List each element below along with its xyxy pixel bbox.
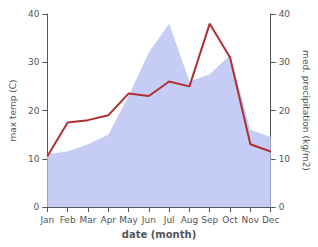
- svg-text:Apr: Apr: [100, 215, 116, 225]
- svg-text:Nov: Nov: [242, 215, 260, 225]
- svg-text:0: 0: [279, 202, 285, 212]
- svg-text:Feb: Feb: [60, 215, 76, 225]
- svg-text:30: 30: [28, 57, 40, 67]
- svg-text:40: 40: [28, 9, 40, 19]
- svg-text:30: 30: [279, 57, 291, 67]
- svg-text:0: 0: [34, 202, 40, 212]
- svg-text:10: 10: [28, 154, 40, 164]
- svg-text:40: 40: [279, 9, 291, 19]
- svg-text:med. precipitation (kg/m2): med. precipitation (kg/m2): [301, 50, 311, 171]
- svg-text:Jul: Jul: [163, 215, 175, 225]
- svg-text:max temp (C): max temp (C): [8, 79, 18, 141]
- svg-text:May: May: [119, 215, 138, 225]
- svg-text:Jun: Jun: [141, 215, 156, 225]
- svg-text:Dec: Dec: [262, 215, 279, 225]
- svg-text:Jan: Jan: [39, 215, 54, 225]
- svg-text:20: 20: [279, 106, 291, 116]
- svg-text:Oct: Oct: [222, 215, 238, 225]
- svg-text:date (month): date (month): [122, 229, 196, 240]
- svg-text:Mar: Mar: [79, 215, 96, 225]
- svg-text:10: 10: [279, 154, 291, 164]
- svg-text:20: 20: [28, 106, 40, 116]
- svg-text:Sep: Sep: [201, 215, 218, 225]
- svg-text:Aug: Aug: [181, 215, 199, 225]
